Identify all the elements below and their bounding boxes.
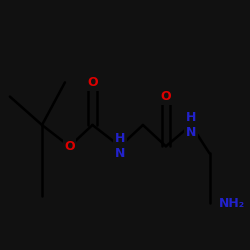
Text: O: O [160,90,171,103]
Text: O: O [87,76,98,89]
Text: NH₂: NH₂ [219,197,245,210]
Text: H
N: H N [186,111,196,139]
Text: H
N: H N [115,132,125,160]
Text: O: O [64,140,75,153]
